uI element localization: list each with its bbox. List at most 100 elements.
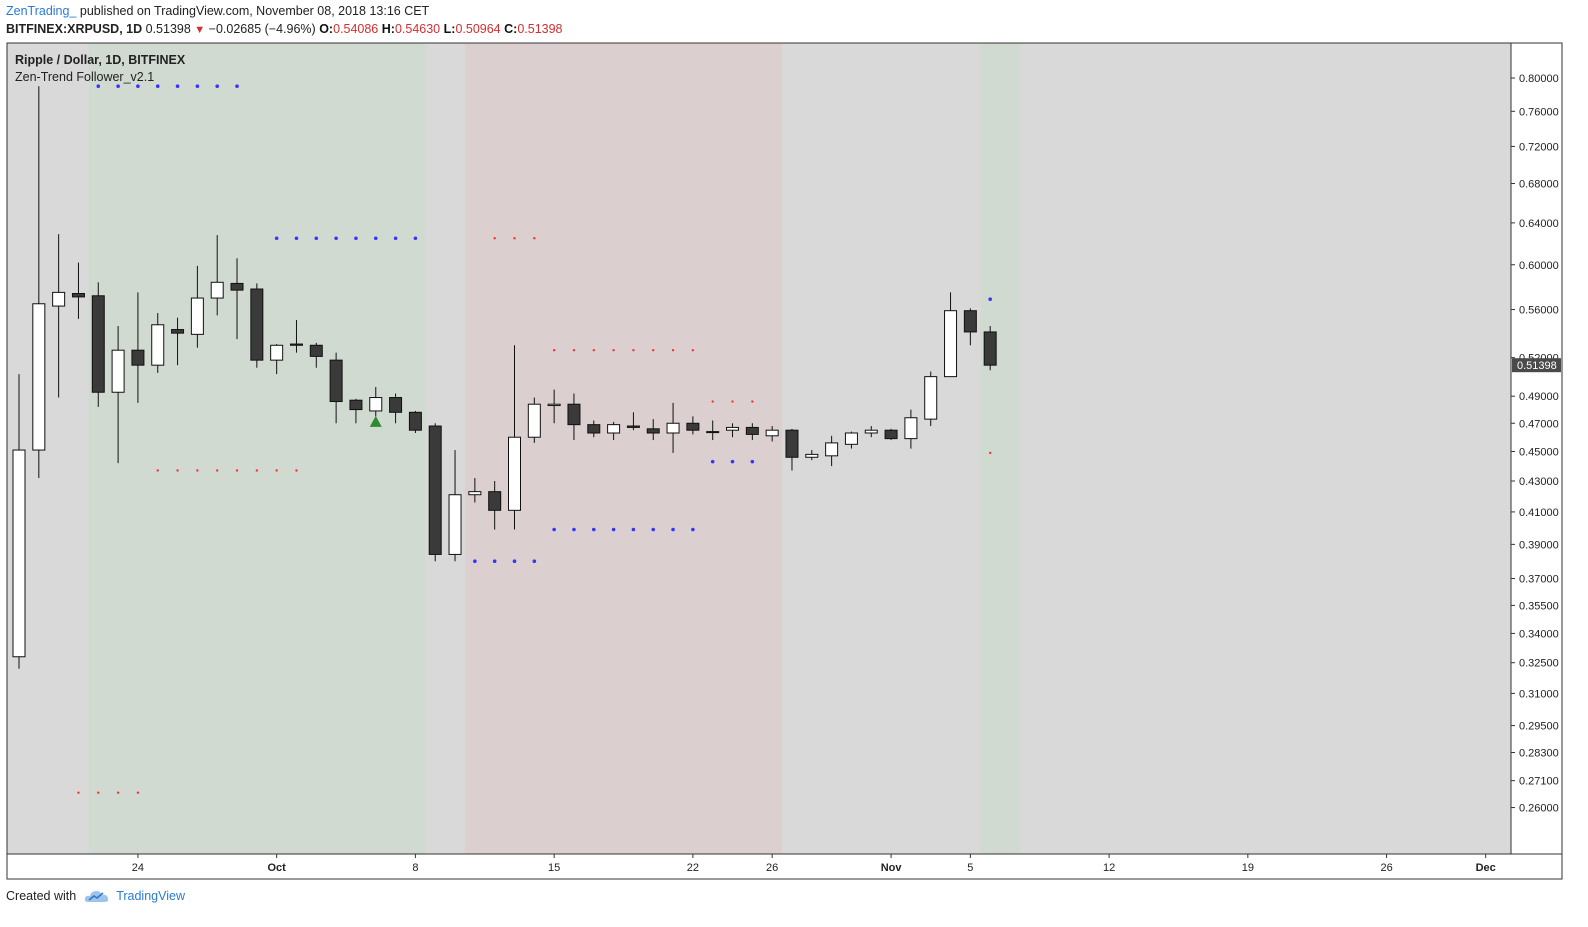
trend-dot-red — [295, 469, 298, 472]
time-tick-label: Oct — [267, 862, 286, 874]
high-label: H: — [381, 22, 395, 36]
candle — [468, 477, 482, 503]
trend-dot-blue — [631, 527, 636, 532]
candle-body — [825, 442, 839, 457]
candle-body — [547, 403, 561, 407]
candle-body — [171, 329, 185, 334]
trend-dot-red — [533, 237, 536, 240]
published-text: published on TradingView.com, November 0… — [79, 4, 430, 18]
candle — [71, 262, 85, 319]
trend-dot-red — [592, 348, 595, 352]
candle — [547, 389, 561, 424]
high-value: 0.54630 — [394, 22, 441, 36]
candle — [408, 410, 422, 433]
candle — [527, 397, 541, 443]
price-tick-label: 0.35500 — [1519, 600, 1559, 612]
buy-signal-arrow — [369, 415, 382, 427]
candle — [646, 419, 660, 441]
candle — [171, 317, 185, 366]
candle — [864, 426, 878, 438]
candle — [508, 345, 521, 530]
trend-dot-blue — [750, 459, 755, 464]
open-label: O: — [319, 22, 334, 36]
time-tick-label: Nov — [881, 862, 903, 874]
candle-body — [607, 424, 621, 434]
candle — [250, 283, 264, 368]
candle — [924, 371, 938, 427]
candle — [12, 374, 26, 669]
price-tick-label: 0.72000 — [1519, 141, 1559, 153]
candle-body — [349, 399, 363, 411]
candle — [190, 265, 204, 348]
bull-trend-zone — [88, 43, 426, 854]
trend-dot-blue — [710, 459, 715, 464]
candle-body — [785, 429, 799, 458]
price-tick-label: 0.68000 — [1519, 179, 1559, 191]
down-arrow-icon: ▼ — [194, 24, 206, 36]
trend-dot-blue — [354, 236, 358, 241]
time-tick-label: 12 — [1103, 862, 1115, 874]
trend-dot-red — [156, 469, 159, 472]
candle-body — [408, 411, 422, 431]
candle-body — [864, 429, 878, 434]
price-tick-label: 0.80000 — [1519, 73, 1559, 85]
trend-dot-red — [116, 791, 120, 794]
candle-body — [963, 310, 977, 333]
candle-body — [765, 429, 779, 437]
candle — [230, 258, 244, 340]
time-tick-label: 5 — [967, 862, 973, 874]
candle — [210, 235, 224, 316]
price-change: −0.02685 (−4.96%) — [208, 22, 316, 36]
close-value: 0.51398 — [517, 22, 563, 36]
candle — [428, 423, 442, 562]
trend-dot-red — [255, 469, 259, 472]
candle-body — [587, 424, 601, 434]
price-tick-label: 0.27100 — [1519, 776, 1559, 788]
price-tick-label: 0.37000 — [1519, 574, 1559, 586]
price-tick-label: 0.31000 — [1519, 688, 1559, 700]
candle-body — [745, 426, 759, 435]
trend-dot-red — [97, 791, 100, 794]
candle-body — [488, 491, 502, 511]
candle — [389, 393, 403, 424]
candle — [587, 420, 601, 438]
trend-dot-red — [572, 348, 576, 352]
author-link[interactable]: ZenTrading_ — [6, 4, 77, 18]
candle-body — [468, 491, 482, 496]
time-tick-label: 26 — [766, 862, 778, 874]
last-price-tag-label: 0.51398 — [1517, 360, 1557, 372]
trend-dot-blue — [155, 84, 160, 88]
symbol-label: BITFINEX:XRPUSD, 1D — [6, 22, 143, 36]
candle-body — [329, 359, 343, 403]
header-line-1: ZenTrading_ published on TradingView.com… — [6, 4, 429, 18]
trend-dot-blue — [691, 527, 695, 532]
candle — [785, 428, 799, 471]
trend-dot-blue — [552, 527, 556, 532]
trend-dot-red — [513, 237, 516, 240]
candle — [626, 412, 640, 431]
price-tick-label: 0.34000 — [1519, 628, 1559, 640]
candle-body — [805, 453, 819, 458]
price-tick-label: 0.49000 — [1519, 391, 1559, 403]
header-line-2: BITFINEX:XRPUSD, 1D 0.51398 ▼ −0.02685 (… — [6, 22, 563, 36]
time-tick-label: Dec — [1476, 862, 1496, 874]
price-tick-label: 0.26000 — [1519, 803, 1559, 815]
candle — [270, 344, 284, 375]
trend-dot-blue — [274, 236, 279, 241]
candle — [91, 282, 105, 407]
candle — [349, 398, 363, 424]
bull-trend-zone — [980, 43, 1020, 854]
candle-body — [428, 425, 442, 555]
trend-dot-red — [77, 791, 80, 794]
trend-dot-blue — [136, 84, 140, 88]
price-tick-label: 0.41000 — [1519, 507, 1559, 519]
tradingview-link[interactable]: TradingView — [84, 889, 185, 903]
candle — [904, 409, 918, 449]
candle-body — [844, 432, 858, 445]
trend-dot-red — [612, 348, 615, 352]
candle — [329, 352, 343, 424]
candle — [666, 402, 680, 453]
trend-dot-blue — [235, 84, 239, 88]
low-label: L: — [443, 22, 456, 36]
